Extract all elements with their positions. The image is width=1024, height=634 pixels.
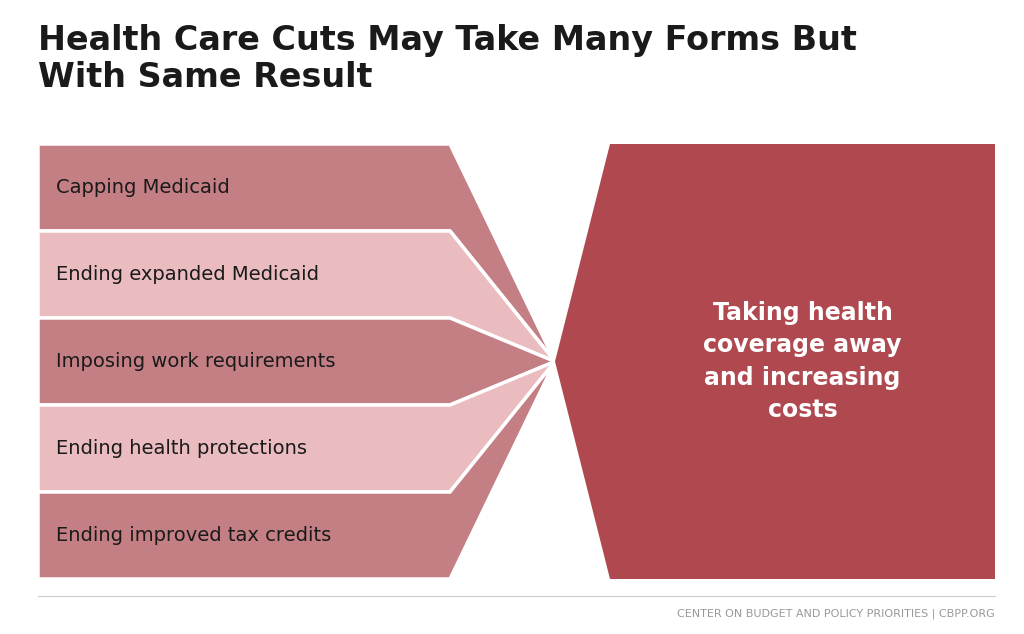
Polygon shape [38, 318, 555, 405]
Text: Ending improved tax credits: Ending improved tax credits [56, 526, 331, 545]
Polygon shape [555, 144, 995, 579]
Text: CENTER ON BUDGET AND POLICY PRIORITIES | CBPP.ORG: CENTER ON BUDGET AND POLICY PRIORITIES |… [677, 609, 995, 619]
Polygon shape [38, 361, 555, 579]
Polygon shape [38, 144, 555, 361]
Text: Health Care Cuts May Take Many Forms But
With Same Result: Health Care Cuts May Take Many Forms But… [38, 24, 857, 94]
Text: Ending expanded Medicaid: Ending expanded Medicaid [56, 265, 319, 284]
Text: Capping Medicaid: Capping Medicaid [56, 178, 229, 197]
Text: Imposing work requirements: Imposing work requirements [56, 352, 336, 371]
Text: Ending health protections: Ending health protections [56, 439, 307, 458]
Polygon shape [38, 231, 555, 361]
Polygon shape [38, 361, 555, 492]
Text: Taking health
coverage away
and increasing
costs: Taking health coverage away and increasi… [703, 301, 902, 422]
